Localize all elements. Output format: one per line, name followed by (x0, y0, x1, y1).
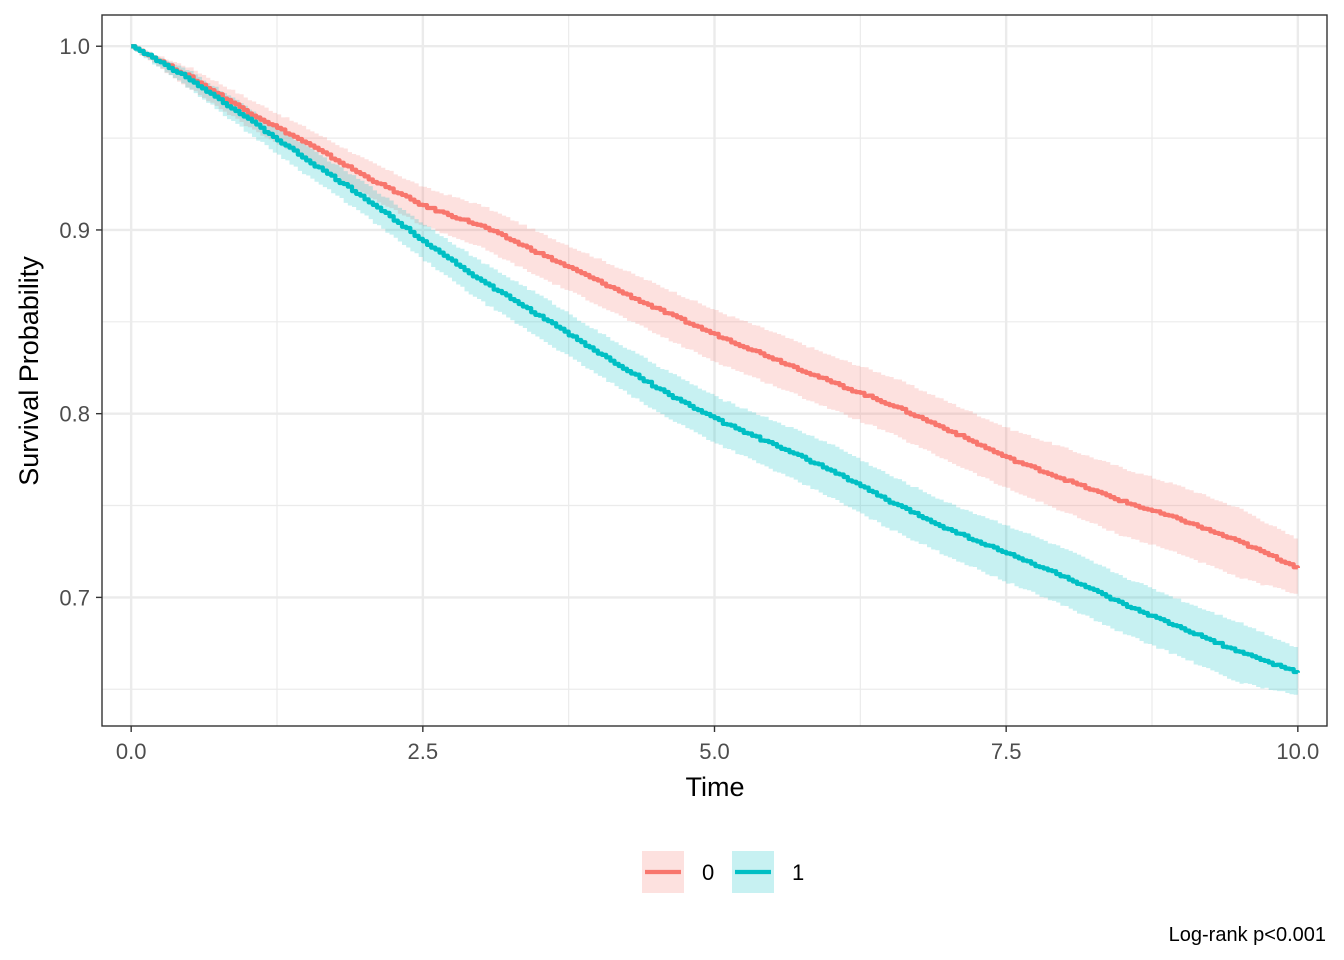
x-tick-label: 0.0 (116, 739, 147, 764)
y-axis-title: Survival Probability (14, 256, 44, 486)
survival-curves (131, 44, 1300, 675)
x-tick-label: 7.5 (991, 739, 1022, 764)
major-gridlines (102, 15, 1327, 726)
x-tick-label: 5.0 (699, 739, 730, 764)
y-tick-label: 0.7 (59, 585, 90, 610)
survival-curve-0 (131, 44, 1300, 570)
legend-label-0: 0 (702, 860, 714, 885)
log-rank-annotation: Log-rank p<0.001 (1169, 924, 1326, 946)
x-tick-label: 10.0 (1276, 739, 1319, 764)
survival-curve-1 (131, 44, 1300, 675)
legend-label-1: 1 (792, 860, 804, 885)
x-axis: 0.0 2.5 5.0 7.5 10.0 (116, 726, 1319, 764)
y-tick-label: 1.0 (59, 34, 90, 59)
x-axis-title: Time (686, 772, 745, 802)
y-tick-label: 0.9 (59, 218, 90, 243)
x-tick-label: 2.5 (408, 739, 439, 764)
y-tick-label: 0.8 (59, 402, 90, 427)
y-axis: 0.7 0.8 0.9 1.0 (59, 34, 102, 610)
confidence-band-1 (131, 46, 1298, 695)
